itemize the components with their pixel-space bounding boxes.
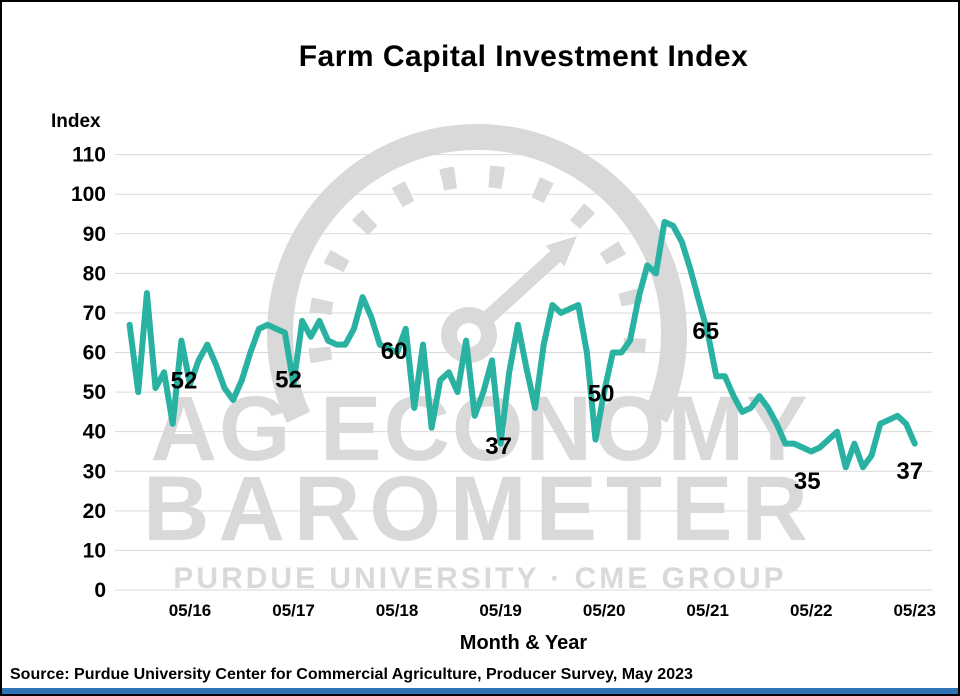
annotation-05/22: 35 [794, 468, 821, 495]
x-axis-title: Month & Year [459, 632, 588, 654]
x-tick-label-05/18: 05/18 [376, 601, 419, 620]
y-tick-label-0: 0 [94, 579, 106, 602]
x-tick-label-05/22: 05/22 [790, 601, 833, 620]
x-tick-label-05/16: 05/16 [169, 601, 212, 620]
annotation-05/17: 52 [275, 367, 302, 394]
y-tick-label-10: 10 [83, 539, 106, 562]
annotation-05/21: 65 [692, 318, 719, 345]
y-tick-label-100: 100 [71, 183, 106, 206]
chart-title: Farm Capital Investment Index [298, 40, 749, 73]
y-tick-label-40: 40 [83, 421, 106, 444]
x-tick-label-05/21: 05/21 [686, 601, 729, 620]
x-tick-label-05/23: 05/23 [893, 601, 936, 620]
watermark-text-barometer: BAROMETER [143, 458, 817, 560]
x-tick-label-05/17: 05/17 [272, 601, 315, 620]
y-tick-label-90: 90 [83, 223, 106, 246]
footer-accent-bar [2, 688, 958, 694]
watermark-text-ag-economy: AG ECONOMY [151, 378, 810, 480]
x-tick-label-05/20: 05/20 [583, 601, 626, 620]
series-line-farm-capital-investment [126, 218, 918, 471]
y-axis-title: Index [51, 111, 101, 132]
watermark-gauge-arc [267, 123, 687, 423]
source-attribution: Source: Purdue University Center for Com… [10, 666, 693, 683]
annotation-05/20: 50 [588, 380, 615, 407]
y-tick-label-20: 20 [83, 500, 106, 523]
annotation-05/18: 60 [381, 338, 408, 365]
annotation-05/23: 37 [896, 458, 923, 485]
y-tick-label-60: 60 [83, 342, 106, 365]
y-tick-label-80: 80 [83, 262, 106, 285]
y-tick-label-30: 30 [83, 460, 106, 483]
watermark-needle-arrowhead [545, 236, 577, 267]
annotation-05/19: 37 [485, 433, 512, 460]
x-tick-label-05/19: 05/19 [479, 601, 522, 620]
y-tick-label-110: 110 [72, 144, 106, 167]
annotation-05/16: 52 [171, 368, 198, 395]
y-tick-label-50: 50 [83, 381, 106, 404]
y-tick-label-70: 70 [83, 302, 106, 325]
